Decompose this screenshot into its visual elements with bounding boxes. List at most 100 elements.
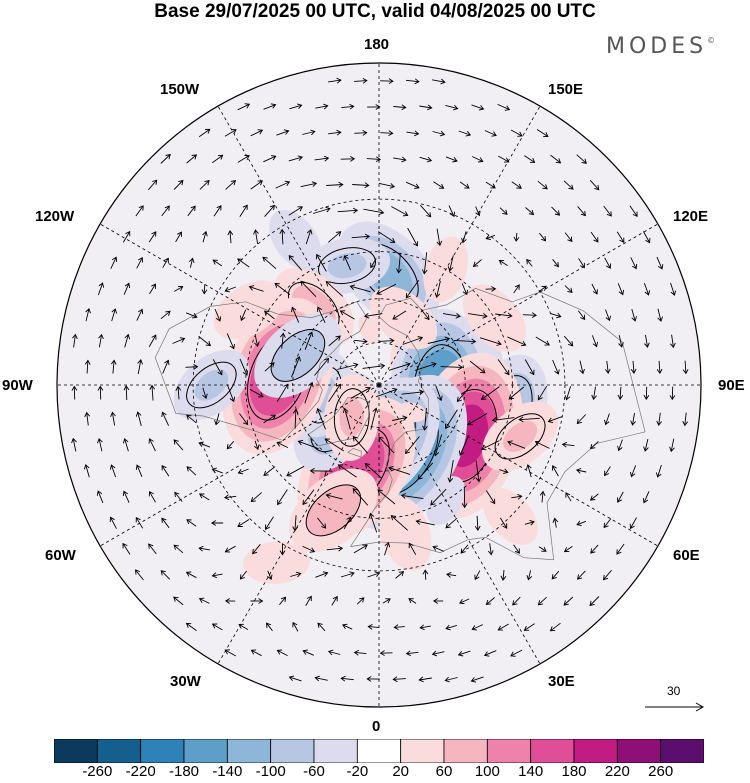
colorbar-tick-label: 100 — [474, 763, 500, 780]
wind-arrow — [135, 516, 144, 529]
colorbar-tick-label: -180 — [168, 763, 200, 780]
wind-arrow — [524, 359, 535, 376]
wind-arrow — [405, 279, 420, 299]
wind-arrow — [342, 623, 353, 630]
wind-arrow — [213, 205, 222, 217]
wind-arrow — [459, 181, 470, 189]
anomaly-layer — [173, 210, 559, 584]
wind-arrow — [472, 156, 484, 163]
wind-arrow — [286, 465, 305, 477]
wind-arrow — [406, 78, 420, 85]
anomaly-cell — [378, 495, 432, 571]
wind-arrow — [644, 334, 650, 348]
anomaly-contour — [378, 495, 432, 571]
wind-arrow — [604, 257, 612, 269]
wind-arrow — [618, 335, 624, 348]
wind-arrow — [475, 460, 482, 483]
wind-arrow — [250, 492, 262, 503]
wind-arrow — [538, 285, 547, 293]
colorbar-tick-label: 20 — [392, 763, 409, 780]
wind-arrow — [499, 517, 508, 529]
colorbar-swatch — [183, 739, 228, 763]
wind-arrow — [263, 155, 277, 163]
wind-arrow — [302, 129, 316, 136]
anomaly-contour — [327, 252, 367, 279]
wind-arrow — [274, 282, 291, 295]
wind-arrow — [352, 182, 370, 189]
wind-arrow — [199, 180, 210, 190]
wind-arrow — [250, 129, 264, 137]
wind-arrow — [71, 385, 78, 400]
wind-arrow — [630, 465, 637, 478]
wind-arrow — [328, 335, 341, 347]
wind-arrow — [148, 438, 156, 452]
wind-arrow — [370, 258, 377, 269]
wind-arrow — [432, 598, 444, 604]
wind-arrow — [602, 570, 612, 581]
wind-arrow — [576, 414, 587, 425]
wind-arrow — [187, 205, 196, 217]
wind-arrow — [537, 596, 547, 606]
wind-arrow — [161, 205, 170, 217]
wind-arrow — [537, 385, 548, 401]
wind-arrow — [110, 359, 117, 374]
wind-arrow — [433, 181, 445, 189]
wind-arrow — [617, 386, 624, 400]
wind-arrow — [370, 407, 379, 430]
wind-arrow — [325, 281, 344, 297]
wind-arrow — [534, 440, 550, 449]
wind-arrow — [185, 571, 197, 579]
wind-arrow — [288, 255, 303, 271]
wind-arrow — [657, 308, 663, 322]
wind-arrow — [525, 207, 535, 216]
wind-arrow — [98, 333, 104, 348]
wind-arrow — [563, 596, 574, 606]
wind-arrow — [312, 206, 331, 214]
lon-label-150w: 150W — [160, 81, 200, 98]
colorbar-tick-label: -220 — [125, 763, 156, 780]
wind-arrow — [316, 306, 326, 323]
wind-arrow — [135, 411, 142, 427]
wind-arrow — [643, 438, 649, 452]
coastline — [154, 301, 368, 441]
wind-arrow — [537, 180, 548, 190]
wind-arrow — [376, 387, 398, 398]
lon-label-60e: 60E — [673, 547, 700, 564]
wind-arrow — [471, 104, 485, 111]
height-contour — [305, 484, 362, 537]
wind-arrow — [526, 464, 532, 478]
wind-arrow — [354, 78, 368, 84]
wind-arrow — [442, 312, 461, 319]
wind-arrow — [354, 338, 368, 345]
anomaly-contour — [396, 402, 427, 423]
height-contour — [333, 388, 370, 447]
wind-arrow — [523, 623, 535, 631]
wind-arrow — [445, 156, 458, 163]
anomaly-contour — [194, 369, 229, 401]
wind-arrow — [510, 129, 523, 137]
wind-arrow — [513, 284, 520, 294]
wind-arrow — [97, 282, 105, 296]
colorbar-swatch — [573, 739, 618, 763]
wind-arrow — [549, 622, 561, 632]
wind-arrow — [224, 129, 237, 137]
wind-arrow — [550, 154, 562, 164]
wind-arrow — [655, 464, 662, 478]
wind-arrow — [591, 283, 598, 295]
wind-arrow — [186, 519, 197, 527]
anomaly-contour — [358, 314, 381, 344]
wind-arrow — [185, 622, 197, 631]
wind-arrow — [561, 441, 575, 448]
wind-arrow — [290, 571, 302, 578]
wind-arrow — [408, 598, 417, 604]
wind-arrow — [603, 205, 612, 217]
wind-arrow — [460, 544, 469, 554]
wind-arrow — [225, 180, 237, 190]
wind-arrow — [185, 364, 199, 370]
wind-arrow — [407, 227, 419, 247]
wind-arrow — [175, 231, 182, 243]
wind-arrow — [328, 383, 341, 402]
wind-arrow — [446, 571, 457, 578]
wind-arrow — [461, 283, 468, 296]
wind-arrow — [366, 676, 380, 682]
